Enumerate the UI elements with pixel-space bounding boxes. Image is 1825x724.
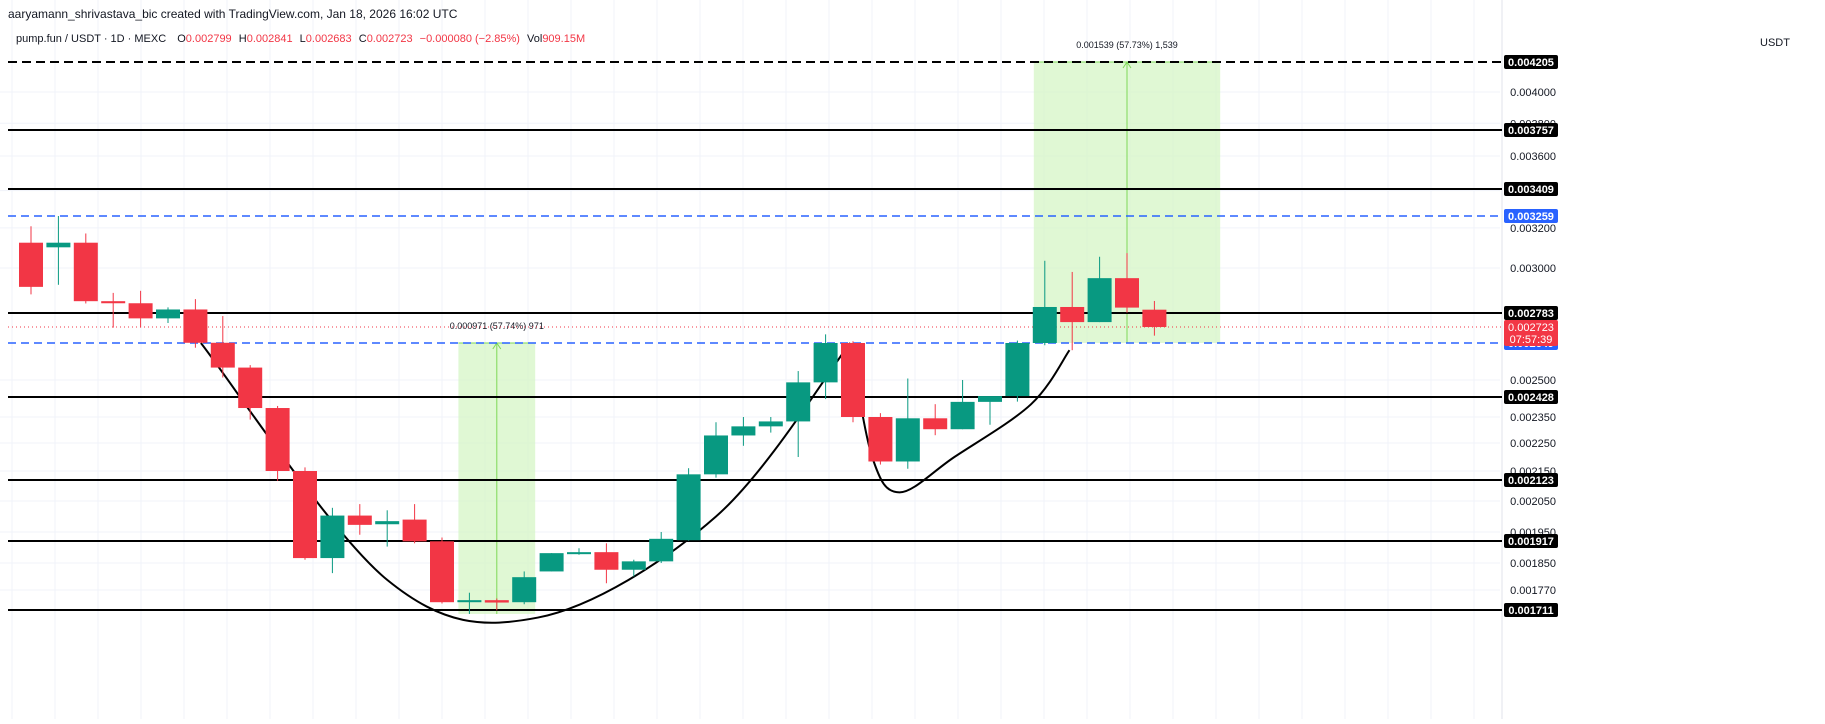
high-label: H bbox=[238, 33, 247, 45]
volume-label: Vol bbox=[527, 33, 543, 45]
symbol-label[interactable]: pump.fun / USDT · 1D · MEXC bbox=[16, 33, 167, 45]
candle-body bbox=[375, 521, 400, 525]
candle-body bbox=[128, 303, 153, 319]
candle-body bbox=[484, 600, 509, 603]
candle-body bbox=[101, 301, 126, 304]
candle-body bbox=[1115, 278, 1139, 308]
candle-body bbox=[238, 367, 263, 409]
axis-tick-label: 0.004000 bbox=[1510, 87, 1556, 99]
candle-body bbox=[841, 343, 865, 417]
level-price-text: 0.001711 bbox=[1508, 605, 1553, 617]
candle-body bbox=[649, 538, 674, 562]
level-price-text: 0.004205 bbox=[1508, 57, 1554, 69]
candle-body bbox=[73, 242, 98, 302]
candles bbox=[19, 216, 1167, 614]
countdown-text: 07:57:39 bbox=[1510, 334, 1553, 346]
close-label: C bbox=[358, 33, 367, 45]
high-value: 0.002841 bbox=[246, 33, 293, 45]
candle-body bbox=[210, 342, 235, 368]
candle-body bbox=[731, 426, 756, 436]
candle-body bbox=[1142, 309, 1167, 327]
attribution-text: aaryamann_shrivastava_bic created with T… bbox=[8, 7, 458, 21]
candle-body bbox=[293, 471, 317, 559]
candle-body bbox=[320, 515, 345, 559]
candle-body bbox=[457, 600, 482, 603]
candle-body bbox=[978, 396, 1002, 402]
axis-tick-label: 0.001770 bbox=[1510, 585, 1556, 597]
candle-body bbox=[19, 242, 43, 287]
low-label: L bbox=[299, 33, 306, 45]
candle-body bbox=[868, 417, 893, 462]
level-price-tag bbox=[1504, 306, 1558, 320]
candle-body bbox=[567, 552, 591, 555]
axis-tick-label: 0.003600 bbox=[1510, 151, 1556, 163]
axis-tick-label: 0.002500 bbox=[1510, 375, 1556, 387]
level-price-text: 0.003259 bbox=[1508, 211, 1554, 223]
symbol-legend: pump.fun / USDT · 1D · MEXC O0.002799 H0… bbox=[16, 33, 585, 45]
candle-body bbox=[402, 519, 427, 542]
level-price-tag bbox=[1504, 603, 1558, 617]
candle-body bbox=[1032, 306, 1057, 343]
candle-body bbox=[430, 541, 454, 603]
axis-tick-label: 0.002350 bbox=[1510, 412, 1556, 424]
candle-body bbox=[156, 309, 180, 319]
open-value: 0.002799 bbox=[185, 33, 232, 45]
candle-body bbox=[539, 553, 564, 572]
candle-body bbox=[621, 561, 646, 570]
level-price-tag bbox=[1504, 209, 1558, 223]
horizontal-levels bbox=[8, 61, 1502, 611]
candle-body bbox=[950, 401, 975, 430]
low-value: 0.002683 bbox=[305, 33, 352, 45]
candle-body bbox=[786, 382, 811, 422]
candle-body bbox=[676, 474, 701, 541]
candle-body bbox=[895, 418, 920, 462]
axis-tick-label: 0.003200 bbox=[1510, 223, 1556, 235]
level-price-tag bbox=[1504, 182, 1558, 196]
level-price-tag bbox=[1504, 390, 1558, 404]
change-value: −0.000080 (−2.85%) bbox=[419, 33, 520, 45]
candle-body bbox=[1005, 343, 1030, 397]
candle-body bbox=[758, 421, 783, 427]
axis-tick-label: 0.002050 bbox=[1510, 496, 1556, 508]
candle-body bbox=[923, 418, 948, 430]
volume-value: 909.15M bbox=[542, 33, 586, 45]
last-price-tag bbox=[1504, 320, 1558, 346]
last-price-text: 0.002723 bbox=[1508, 322, 1554, 334]
level-price-text: 0.002123 bbox=[1508, 475, 1554, 487]
level-price-text: 0.001917 bbox=[1508, 536, 1554, 548]
candle-body bbox=[704, 435, 728, 475]
candle-body bbox=[1087, 278, 1112, 323]
axis-tick-label: 0.001850 bbox=[1510, 558, 1556, 570]
axis-tick-label: 0.003000 bbox=[1510, 263, 1556, 275]
level-price-tag bbox=[1504, 473, 1558, 487]
candle-body bbox=[347, 515, 372, 525]
candle-body bbox=[183, 309, 208, 343]
pattern-curve bbox=[849, 342, 1071, 494]
level-price-tag bbox=[1504, 123, 1558, 137]
candle-body bbox=[1060, 306, 1085, 323]
candle-body bbox=[265, 408, 290, 471]
close-value: 0.002723 bbox=[366, 33, 413, 45]
level-price-text: 0.002783 bbox=[1508, 308, 1554, 320]
level-price-text: 0.002428 bbox=[1508, 392, 1554, 404]
level-price-text: 0.003757 bbox=[1508, 125, 1554, 137]
open-label: O bbox=[177, 33, 186, 45]
measure-label: 0.001539 (57.73%) 1,539 bbox=[1076, 40, 1178, 50]
candle-body bbox=[594, 552, 619, 570]
measure-label: 0.000971 (57.74%) 971 bbox=[450, 321, 544, 331]
candle-body bbox=[46, 242, 71, 248]
level-price-tag bbox=[1504, 534, 1558, 548]
currency-label[interactable]: USDT bbox=[1760, 37, 1790, 49]
price-axis: 0.0040000.0038000.0036000.0034000.003200… bbox=[1504, 55, 1558, 617]
axis-tick-label: 0.002250 bbox=[1510, 438, 1556, 450]
level-price-tag bbox=[1504, 55, 1558, 69]
candle-body bbox=[813, 343, 838, 383]
level-price-text: 0.003409 bbox=[1508, 184, 1554, 196]
measure-arrowhead bbox=[1122, 61, 1132, 69]
candle-body bbox=[512, 577, 537, 603]
grid-lines bbox=[0, 0, 1503, 719]
